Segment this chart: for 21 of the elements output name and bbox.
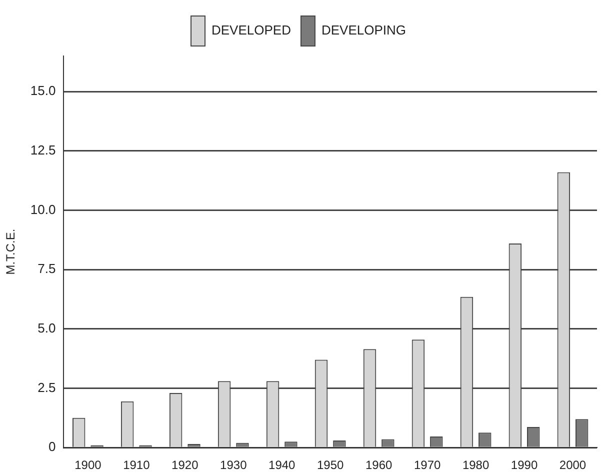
legend-label: DEVELOPING: [321, 22, 406, 38]
y-tick-label: 15.0: [30, 83, 56, 98]
x-tick-label: 1910: [123, 458, 150, 472]
y-tick-label: 7.5: [38, 261, 56, 276]
x-tick-label: 1920: [172, 458, 199, 472]
x-tick-label: 1970: [414, 458, 441, 472]
x-tick-label: 1990: [510, 458, 538, 472]
x-tick-label: 2000: [559, 458, 586, 472]
x-tick-label: 1980: [462, 458, 490, 472]
x-tick-label: 1930: [220, 458, 248, 472]
x-tick-label: 1940: [268, 458, 296, 472]
x-tick-label: 1960: [365, 458, 392, 472]
x-tick-label: 1950: [317, 458, 344, 472]
y-tick-label: 2.5: [38, 380, 56, 395]
y-tick-label: 0: [48, 439, 56, 454]
y-tick-label: 12.5: [30, 142, 56, 158]
x-tick-label: 1900: [74, 458, 102, 472]
y-axis-title: M.T.C.E.: [4, 228, 18, 275]
y-tick-label: 5.0: [38, 320, 56, 336]
legend-label: DEVELOPED: [212, 22, 291, 38]
y-tick-label: 10.0: [30, 202, 56, 217]
